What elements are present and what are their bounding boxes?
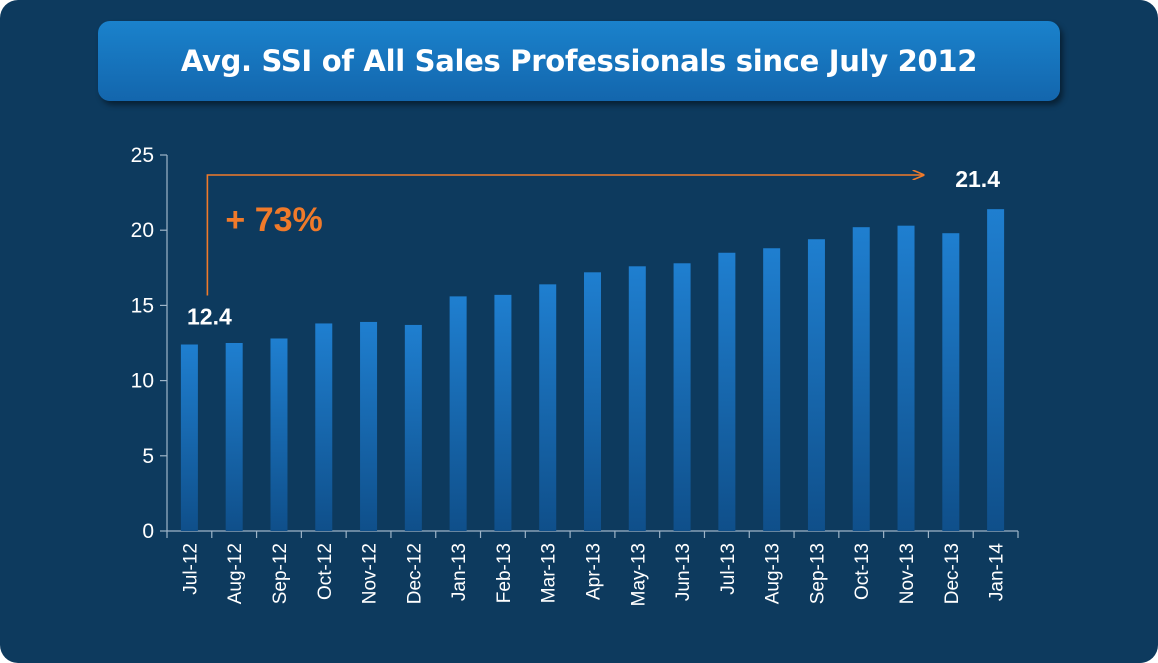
y-tick-label: 15 xyxy=(131,294,154,317)
y-tick-label: 0 xyxy=(142,520,154,543)
title-banner: Avg. SSI of All Sales Professionals sinc… xyxy=(98,21,1060,101)
x-tick-label: Oct-12 xyxy=(315,543,336,600)
x-tick-label: Jun-13 xyxy=(673,543,694,601)
bar xyxy=(360,321,378,531)
x-tick-label: Oct-13 xyxy=(852,543,873,600)
bar xyxy=(494,294,512,531)
bar xyxy=(897,225,915,532)
x-tick-label: Sep-13 xyxy=(807,543,828,604)
x-tick-label: Jan-14 xyxy=(987,543,1008,602)
bar xyxy=(539,284,557,531)
x-tick-label: Apr-13 xyxy=(584,543,605,600)
x-tick-label: Feb-13 xyxy=(494,543,515,603)
bar xyxy=(763,248,781,532)
y-tick-label: 25 xyxy=(131,144,154,167)
bar xyxy=(718,252,736,531)
x-tick-label: Nov-12 xyxy=(360,543,381,604)
y-tick-label: 20 xyxy=(131,219,154,242)
bars xyxy=(180,209,1005,532)
x-tick-label: Nov-13 xyxy=(897,543,918,604)
bar xyxy=(807,239,825,531)
x-tick-label: Aug-13 xyxy=(763,543,784,604)
x-tick-label: Sep-12 xyxy=(270,543,291,604)
bar xyxy=(225,343,243,531)
start-value-label: 12.4 xyxy=(187,304,232,330)
y-tick-label: 5 xyxy=(142,445,154,468)
bar xyxy=(987,209,1005,532)
x-tick-label: Mar-13 xyxy=(539,543,560,603)
bar xyxy=(270,338,288,531)
bar xyxy=(852,227,870,531)
x-tick-label: Aug-12 xyxy=(225,543,246,604)
end-value-label: 21.4 xyxy=(955,166,1000,192)
axes: 0 5 10 15 20 25 xyxy=(131,144,1019,543)
x-tick-label: Jul-13 xyxy=(718,543,739,595)
x-tick-label: Jul-12 xyxy=(180,543,201,595)
bar xyxy=(180,344,198,531)
x-tick-label: Dec-12 xyxy=(404,543,425,604)
x-tick-label: Jan-13 xyxy=(449,543,470,601)
x-tick-label: Dec-13 xyxy=(942,543,963,604)
bar xyxy=(315,323,333,531)
chart-title: Avg. SSI of All Sales Professionals sinc… xyxy=(180,44,978,78)
y-tick-label: 10 xyxy=(131,370,154,393)
bar xyxy=(584,272,601,531)
bar xyxy=(449,296,467,531)
growth-label: + 73% xyxy=(225,201,322,239)
bar xyxy=(673,263,691,531)
annotations: 12.4 21.4 + 73% xyxy=(187,166,1000,329)
bar xyxy=(628,266,646,531)
growth-arrow xyxy=(206,175,923,296)
bar xyxy=(942,233,960,531)
category-labels: Jul-12 Aug-12 Sep-12 Oct-12 Nov-12 Dec-12 Jan-… xyxy=(180,543,1007,607)
x-tick-label: May-13 xyxy=(628,543,649,606)
bar xyxy=(404,324,422,531)
